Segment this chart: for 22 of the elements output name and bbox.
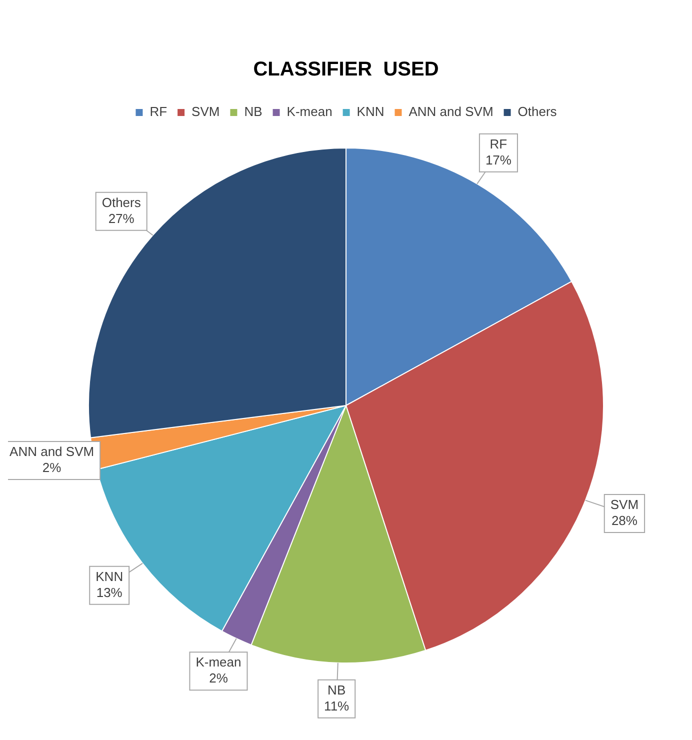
data-label: 2% — [209, 670, 228, 686]
data-label: 2% — [42, 460, 62, 476]
slice-label: SVM — [610, 497, 639, 512]
legend-label: SVM — [192, 104, 220, 120]
slice-label: Others — [102, 194, 142, 210]
legend-label: KNN — [356, 104, 384, 120]
slice-label: K-mean — [196, 654, 242, 670]
data-label: 28% — [611, 513, 638, 528]
legend-label: K-mean — [286, 104, 332, 120]
legend-label: NB — [244, 104, 262, 120]
legend-label: RF — [150, 104, 168, 120]
data-label: 27% — [108, 210, 135, 226]
slice-label: NB — [328, 682, 346, 698]
data-label: 13% — [96, 584, 123, 600]
data-label: 11% — [324, 698, 350, 714]
legend-label: ANN and SVM — [408, 104, 494, 120]
chart-title: CLASSIFIER USED — [253, 58, 439, 81]
slice-label: KNN — [96, 568, 124, 584]
slice-label: RF — [490, 136, 508, 152]
slice-label: ANN and SVM — [10, 444, 94, 460]
data-label: 17% — [485, 152, 512, 168]
legend-label: Others — [518, 104, 558, 120]
